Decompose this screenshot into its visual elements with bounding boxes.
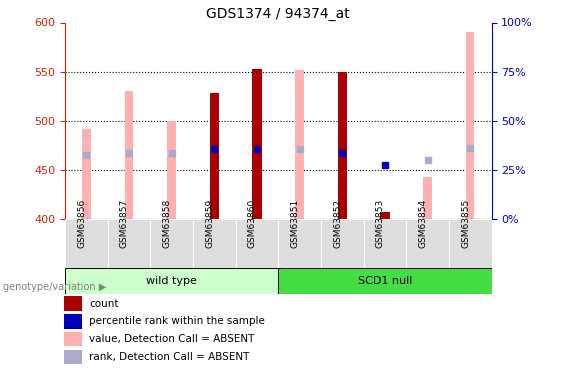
Text: GSM63852: GSM63852	[333, 199, 342, 248]
Bar	[107, 219, 150, 268]
Bar	[64, 350, 82, 364]
Bar	[210, 93, 219, 219]
Title: GDS1374 / 94374_at: GDS1374 / 94374_at	[206, 8, 350, 21]
Bar	[253, 69, 261, 219]
Text: value, Detection Call = ABSENT: value, Detection Call = ABSENT	[89, 334, 255, 344]
Bar	[338, 72, 346, 219]
Bar	[65, 219, 107, 268]
Text: SCD1 null: SCD1 null	[358, 276, 412, 286]
Text: GSM63860: GSM63860	[248, 199, 257, 248]
Text: wild type: wild type	[146, 276, 197, 286]
Bar	[236, 219, 278, 268]
Text: GSM63854: GSM63854	[419, 199, 428, 248]
Text: rank, Detection Call = ABSENT: rank, Detection Call = ABSENT	[89, 352, 250, 362]
Text: GSM63856: GSM63856	[77, 199, 86, 248]
Bar	[65, 268, 278, 294]
Text: GSM63858: GSM63858	[163, 199, 172, 248]
Text: GSM63851: GSM63851	[290, 199, 299, 248]
Text: GSM63857: GSM63857	[120, 199, 129, 248]
Bar	[279, 268, 492, 294]
Bar	[406, 219, 449, 268]
Bar	[210, 93, 219, 219]
Text: percentile rank within the sample: percentile rank within the sample	[89, 316, 265, 326]
Bar	[295, 70, 304, 219]
Bar	[279, 219, 321, 268]
Bar	[364, 219, 406, 268]
Bar	[321, 219, 364, 268]
Text: GSM63859: GSM63859	[205, 199, 214, 248]
Bar	[337, 72, 347, 219]
Bar	[423, 177, 432, 219]
Text: GSM63853: GSM63853	[376, 199, 385, 248]
Bar	[449, 219, 492, 268]
Bar	[150, 219, 193, 268]
Bar	[167, 121, 176, 219]
Bar	[252, 69, 262, 219]
Text: GSM63855: GSM63855	[461, 199, 470, 248]
Bar	[64, 332, 82, 346]
Bar	[193, 219, 236, 268]
Text: count: count	[89, 298, 119, 309]
Bar	[64, 314, 82, 328]
Bar	[380, 211, 390, 219]
Bar	[64, 296, 82, 310]
Text: genotype/variation ▶: genotype/variation ▶	[3, 282, 106, 292]
Bar	[125, 92, 133, 219]
Bar	[82, 129, 90, 219]
Bar	[466, 32, 475, 219]
